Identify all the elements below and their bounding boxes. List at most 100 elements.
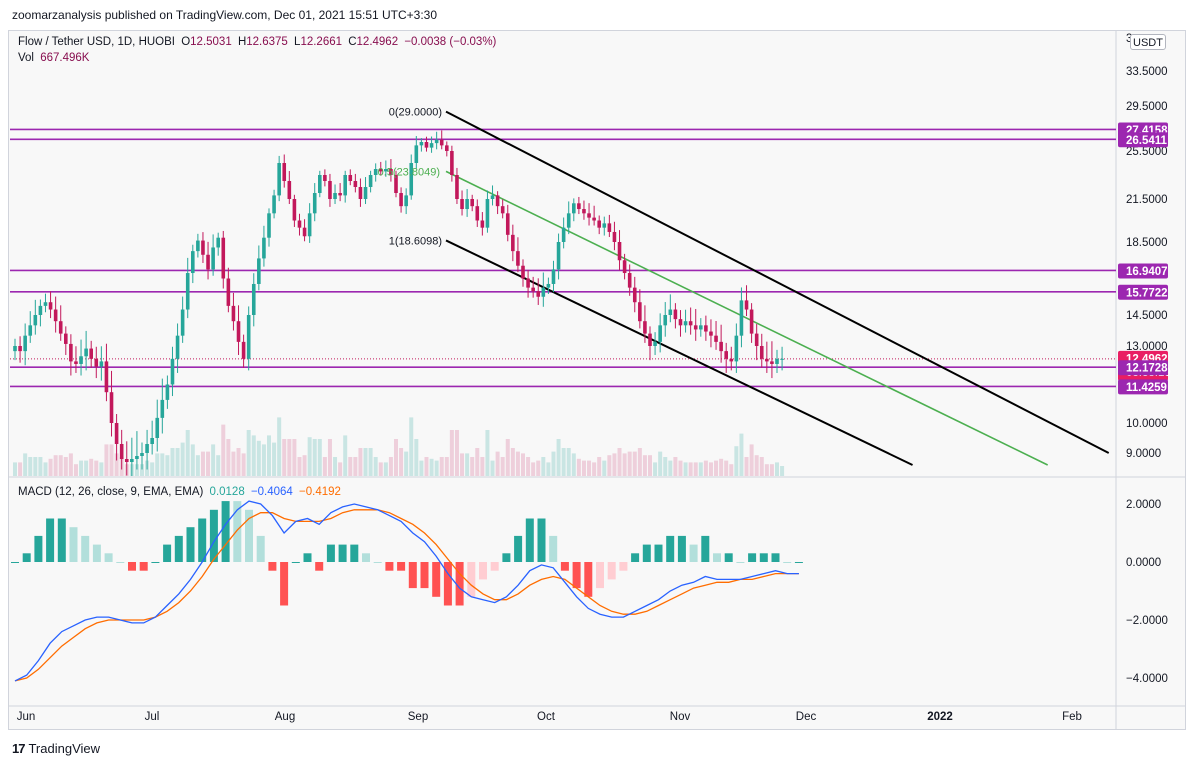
candle-body <box>318 175 322 193</box>
volume-bar <box>449 430 454 476</box>
volume-bar <box>165 455 170 476</box>
volume-bar <box>759 457 764 476</box>
volume-bar <box>526 457 531 476</box>
volume-bar <box>505 439 510 476</box>
candle-body <box>185 273 190 310</box>
candle-body <box>333 193 337 199</box>
candle-body <box>622 260 627 274</box>
volume-bar <box>485 430 490 476</box>
candle-body <box>312 193 317 214</box>
volume-bar <box>383 462 388 476</box>
macd-tick-label: 0.0000 <box>1126 557 1161 569</box>
volume-bar <box>399 448 404 476</box>
volume-bar <box>206 451 211 476</box>
fib-label-1: 1(18.6098) <box>389 235 442 247</box>
macd-histogram-bar <box>350 544 359 562</box>
volume-bar <box>683 462 688 476</box>
channel-lower-line <box>445 239 913 466</box>
candle-body <box>267 213 271 238</box>
candle-body <box>170 358 175 385</box>
candle-body <box>130 459 134 462</box>
volume-bar <box>480 457 485 476</box>
volume-bar <box>221 424 226 476</box>
candle-body <box>257 258 261 284</box>
price-badge-bg <box>1118 379 1168 395</box>
candle-body <box>500 206 505 214</box>
candle-body <box>470 199 474 207</box>
price-badge-text: 16.9407 <box>1126 266 1168 278</box>
candle-body <box>211 247 215 270</box>
candle-body <box>429 143 434 148</box>
candle-body <box>119 444 124 459</box>
vol-label: Vol <box>18 52 34 64</box>
symbol-name: Flow / Tether USD, 1D, HUOBI <box>18 36 175 48</box>
macd-histogram-bar <box>303 553 312 562</box>
volume-bar <box>353 457 358 476</box>
price-tick-label: 3 <box>1126 33 1132 45</box>
volume-bar <box>439 457 444 476</box>
candle-body <box>206 254 210 270</box>
candle-body <box>648 333 652 346</box>
candle-body <box>480 220 485 228</box>
macd-histogram-bar <box>432 562 441 597</box>
candle-body <box>389 169 393 175</box>
candle-body <box>419 142 424 146</box>
volume-bar <box>444 457 449 476</box>
macd-histogram-bar <box>11 562 19 563</box>
candle-body <box>683 321 688 326</box>
volume-bar <box>170 448 175 476</box>
volume-bar <box>470 457 475 476</box>
candle-body <box>759 346 764 359</box>
candle-body <box>28 325 33 336</box>
volume-bar <box>307 437 312 476</box>
candle-body <box>58 321 63 334</box>
close-value: 12.4962 <box>356 36 399 48</box>
footer-brand[interactable]: 17 TradingView <box>12 738 100 758</box>
volume-bar <box>43 462 48 476</box>
volume-bar <box>28 457 33 476</box>
macd-histogram-bar <box>92 544 101 562</box>
volume-bar <box>754 455 759 476</box>
volume-bar <box>378 462 383 476</box>
volume-bar <box>602 460 607 476</box>
volume-bar <box>581 460 586 476</box>
volume-bar <box>515 451 520 476</box>
price-pane: 0(29.0000) 1(18.6098) 0.5(23.8049) <box>10 107 1116 476</box>
candle-body <box>69 343 73 362</box>
price-tick-label: 14.5000 <box>1126 310 1168 322</box>
currency-badge[interactable]: USDT <box>1130 34 1166 50</box>
volume-bar <box>94 460 99 476</box>
volume-bar <box>653 462 658 476</box>
signal-line <box>14 509 799 682</box>
macd-histogram-bar <box>338 544 347 562</box>
open-value: 12.5031 <box>190 36 232 48</box>
candle-body <box>561 227 566 242</box>
macd-histogram-bar <box>280 562 289 606</box>
candle-body <box>414 145 419 163</box>
candle-body <box>323 175 327 181</box>
candle-body <box>424 142 429 148</box>
candle-body <box>678 319 683 326</box>
candle-body <box>638 302 642 322</box>
high-value: 12.6375 <box>246 36 288 48</box>
candle-body <box>465 199 469 210</box>
volume-bar <box>282 439 287 476</box>
candle-body <box>287 181 292 199</box>
macd-histogram-bar <box>502 553 511 562</box>
volume-bar <box>297 457 302 476</box>
vol-value: 667.496K <box>40 52 90 64</box>
candle-body <box>699 325 703 330</box>
macd-histogram-bar <box>490 562 499 571</box>
candle-body <box>643 321 647 334</box>
candle-body <box>272 195 276 214</box>
volume-bar <box>48 458 53 476</box>
candle-body <box>292 199 297 221</box>
volume-bar <box>607 455 612 476</box>
volume-bar <box>175 448 180 476</box>
volume-bar <box>637 448 642 476</box>
volume-bar <box>510 448 515 476</box>
candle-body <box>363 187 368 199</box>
volume-bar <box>404 451 409 476</box>
price-tick-label: 10.0000 <box>1126 418 1168 430</box>
